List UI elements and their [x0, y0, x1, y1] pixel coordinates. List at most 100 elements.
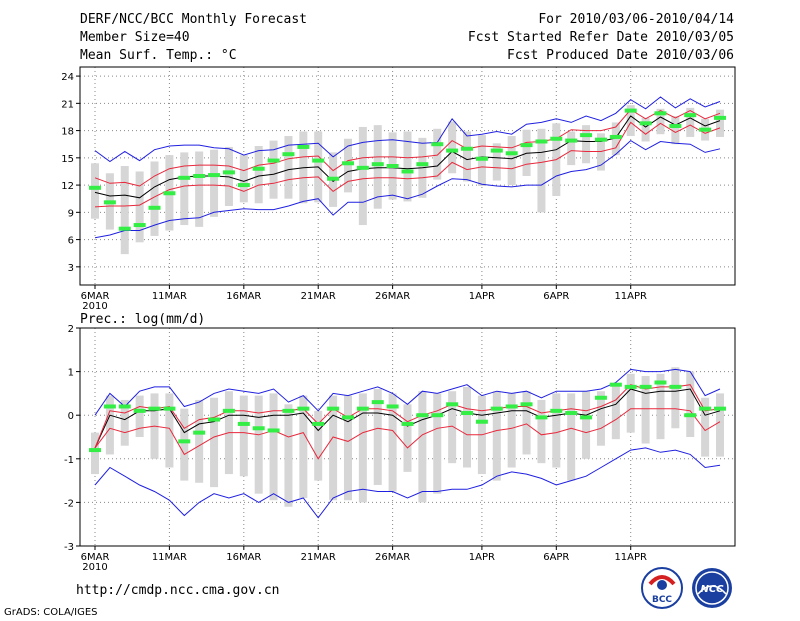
panel1-line-upper-spread	[94, 109, 721, 187]
panel1-spread-bar	[582, 125, 591, 164]
panel2-spread-bar	[373, 389, 382, 485]
panel1-observed-marker	[446, 148, 459, 153]
grads-credit: GrADS: COLA/IGES	[4, 607, 98, 618]
panel1-observed-marker	[163, 191, 176, 196]
panel1-spread-bar	[373, 125, 382, 209]
panel2-observed-marker	[609, 382, 622, 387]
panel1-xtick-label: 16MAR	[226, 291, 261, 302]
panel2-observed-marker	[520, 402, 533, 407]
panel1-observed-marker	[148, 205, 161, 210]
panel1-observed-marker	[416, 162, 429, 167]
panel2-spread-bar	[135, 395, 144, 437]
panel1-observed-marker	[282, 152, 295, 157]
panel1-spread-bar	[686, 107, 695, 137]
panel1-spread-bar	[537, 128, 546, 213]
panel2-spread-bar	[284, 404, 293, 507]
panel2-spread-bar	[418, 391, 427, 503]
panel2-observed-marker	[550, 408, 563, 413]
panel2-xtick-label: 11MAR	[152, 552, 187, 563]
panel1-spread-bar	[448, 121, 457, 174]
panel1-xtick-label: 26MAR	[375, 291, 410, 302]
panel1-spread-bar	[239, 155, 248, 203]
panel2-observed-marker	[461, 411, 474, 416]
panel1-observed-marker	[714, 115, 726, 120]
panel2-spread-bar	[492, 391, 501, 481]
panel1-spread-bar	[180, 152, 189, 226]
panel2-spread-bar	[358, 393, 367, 503]
panel1-spread-bar	[403, 131, 412, 202]
panel2-xtick-label: 6APR	[543, 552, 569, 563]
panel2-ytick-label: 0	[68, 411, 74, 422]
panel1-spread-bar	[567, 131, 576, 166]
panel1-observed-marker	[178, 175, 191, 180]
panel1-observed-marker	[133, 223, 146, 228]
panel2-spread-bar	[567, 393, 576, 481]
panel2-observed-marker	[193, 430, 206, 435]
panel2-spread-bar	[582, 391, 591, 459]
panel2-line-minimum	[94, 447, 721, 519]
panel1-ytick-label: 21	[61, 99, 74, 110]
panel1-observed-marker	[386, 164, 399, 169]
panel1-xtick-label: 11MAR	[152, 291, 187, 302]
panel2-observed-marker	[267, 428, 280, 433]
panel1-observed-marker	[639, 121, 652, 126]
panel1-observed-marker	[297, 144, 310, 149]
panel2-spread-bar	[433, 393, 442, 494]
panel1-xtick-label: 11APR	[614, 291, 647, 302]
panel1-observed-marker	[431, 142, 444, 147]
panel1-xtick-label: 21MAR	[301, 291, 336, 302]
panel1-spread-bar	[656, 108, 665, 135]
panel1-xtick-label: 1APR	[469, 291, 495, 302]
panel1-observed-marker	[461, 146, 474, 151]
panel2-ytick-label: 2	[68, 324, 74, 335]
panel1-spread-bar	[135, 171, 144, 243]
panel2-spread-bar	[210, 397, 219, 488]
panel2-observed-marker	[327, 406, 340, 411]
panel1-observed-marker	[654, 111, 667, 116]
panel1-observed-marker	[252, 166, 265, 171]
panel2-observed-marker	[386, 404, 399, 409]
panel2-spread-bar	[701, 397, 710, 457]
panel2-spread-bar	[254, 395, 263, 494]
panel2-ytick-label: -3	[64, 542, 74, 553]
panel2-observed-marker	[475, 419, 488, 424]
panel1-spread-bar	[671, 116, 680, 145]
panel1-line-lower-spread	[94, 121, 721, 208]
panel2-observed-marker	[594, 395, 607, 400]
panel1-ytick-label: 6	[68, 236, 74, 247]
panel1-spread-bar	[210, 149, 219, 217]
source-url[interactable]: http://cmdp.ncc.cma.gov.cn	[76, 583, 280, 598]
panel2-observed-marker	[208, 417, 221, 422]
panel2-spread-bar	[522, 391, 531, 455]
panel1-spread-bar	[195, 151, 204, 227]
panel2-observed-marker	[669, 384, 682, 389]
panel1-observed-marker	[208, 173, 221, 178]
panel1-spread-bar	[716, 109, 724, 137]
panel2-spread-bar	[507, 393, 516, 468]
panel1-ytick-label: 9	[68, 208, 74, 219]
panel2-xtick-label: 16MAR	[226, 552, 261, 563]
panel1-observed-marker	[565, 138, 578, 143]
panel2-spread-bar	[329, 395, 338, 501]
panel1-observed-marker	[580, 133, 593, 138]
logos: BCC NCC	[641, 567, 732, 609]
bcc-logo-text: BCC	[652, 595, 672, 605]
panel2-spread-bar	[239, 395, 248, 477]
panel2-spread-bar	[120, 399, 129, 446]
panel1-observed-marker	[490, 148, 503, 153]
panel2-spread-bar	[686, 371, 695, 437]
panel2-observed-marker	[163, 406, 176, 411]
panel2-line-maximum	[94, 368, 721, 416]
panel2-observed-marker	[490, 406, 503, 411]
panel2-spread-bar	[343, 395, 352, 501]
panel2-spread-bar	[596, 391, 605, 446]
panel2-observed-marker	[297, 406, 310, 411]
panel1-observed-marker	[237, 183, 250, 188]
panel2-observed-marker	[282, 408, 295, 413]
panel2-observed-marker	[624, 384, 637, 389]
panel2-frame	[79, 327, 736, 547]
panel2-xtick-label: 1APR	[469, 552, 495, 563]
panel1-ytick-label: 12	[61, 181, 74, 192]
panel1-spread-bar	[626, 105, 635, 137]
panel2-year-label: 2010	[82, 562, 107, 573]
